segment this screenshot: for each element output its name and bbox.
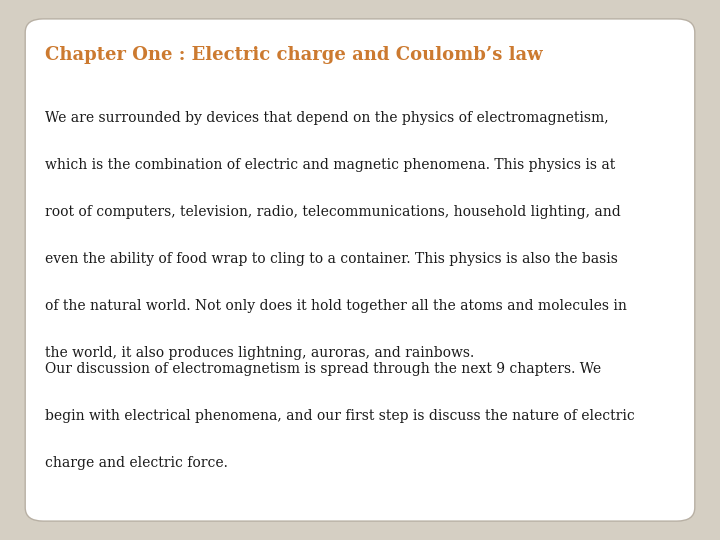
Text: Our discussion of electromagnetism is spread through the next 9 chapters. We: Our discussion of electromagnetism is sp… bbox=[45, 362, 600, 376]
Text: the world, it also produces lightning, auroras, and rainbows.: the world, it also produces lightning, a… bbox=[45, 346, 474, 360]
Text: begin with electrical phenomena, and our first step is discuss the nature of ele: begin with electrical phenomena, and our… bbox=[45, 409, 634, 423]
Text: even the ability of food wrap to cling to a container. This physics is also the : even the ability of food wrap to cling t… bbox=[45, 252, 618, 266]
Text: charge and electric force.: charge and electric force. bbox=[45, 456, 228, 470]
Text: of the natural world. Not only does it hold together all the atoms and molecules: of the natural world. Not only does it h… bbox=[45, 299, 626, 313]
Text: which is the combination of electric and magnetic phenomena. This physics is at: which is the combination of electric and… bbox=[45, 158, 615, 172]
Text: We are surrounded by devices that depend on the physics of electromagnetism,: We are surrounded by devices that depend… bbox=[45, 111, 608, 125]
Text: root of computers, television, radio, telecommunications, household lighting, an: root of computers, television, radio, te… bbox=[45, 205, 621, 219]
Text: Chapter One : Electric charge and Coulomb’s law: Chapter One : Electric charge and Coulom… bbox=[45, 46, 542, 64]
